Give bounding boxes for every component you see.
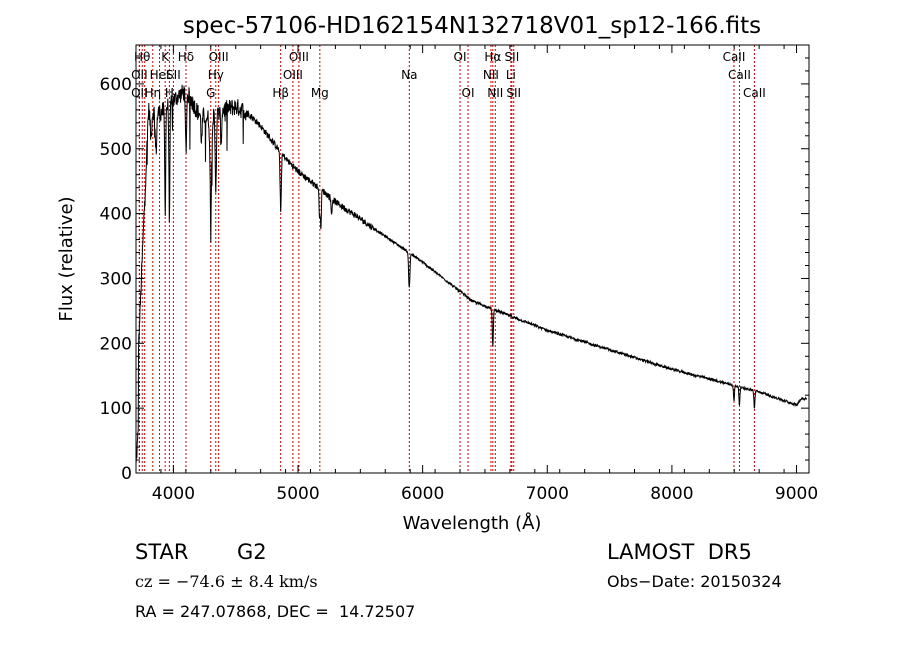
y-tick-label-1: 100 (100, 399, 132, 419)
line-label-22: NII (487, 86, 503, 100)
x-axis: 4000 5000 6000 7000 8000 9000 (135, 45, 818, 504)
plot-frame (135, 44, 810, 474)
x-tick-label-1: 5000 (276, 484, 319, 504)
line-label-13: Hβ (272, 86, 289, 100)
x-tick-label-3: 7000 (526, 484, 569, 504)
line-label-6: K (161, 50, 170, 64)
line-label-28: CaII (743, 86, 766, 100)
y-axis-label: Flux (relative) (56, 196, 77, 321)
line-label-4: Hη (145, 86, 162, 100)
object-subclass: G2 (237, 540, 267, 564)
y-tick-label-6: 600 (100, 75, 132, 95)
line-label-11: Hγ (208, 68, 224, 82)
line-label-10: G (206, 86, 215, 100)
line-label-2: OII (131, 86, 148, 100)
line-label-21: Hα (484, 50, 501, 64)
line-label-8: SII (166, 68, 181, 82)
line-label-14: OIII (283, 68, 303, 82)
y-tick-label-4: 400 (100, 205, 132, 225)
line-label-0: Hθ (134, 50, 150, 64)
line-label-9: Hδ (178, 50, 194, 64)
x-axis-label: Wavelength (Å) (403, 512, 542, 534)
line-label-26: CaII (723, 50, 746, 64)
x-tick-label-5: 9000 (775, 484, 818, 504)
observation-date: Obs−Date: 20150324 (607, 572, 782, 591)
line-label-15: OIII (289, 50, 309, 64)
line-label-1: OII (131, 68, 148, 82)
line-label-16: Mg (311, 86, 329, 100)
line-label-23: Li (506, 68, 516, 82)
object-class: STAR (135, 540, 189, 564)
line-label-18: OI (454, 50, 467, 64)
x-tick-label-4: 8000 (650, 484, 693, 504)
chart-title: spec-57106-HD162154N132718V01_sp12-166.f… (183, 13, 761, 39)
line-label-17: Na (401, 68, 417, 82)
line-label-20: NII (483, 68, 499, 82)
line-label-27: CaII (728, 68, 751, 82)
y-tick-label-0: 0 (121, 464, 132, 484)
spectrum-line (135, 84, 807, 464)
line-label-7: H (165, 86, 174, 100)
spectral-line-markers (138, 45, 755, 473)
line-label-25: SII (506, 86, 521, 100)
y-tick-label-3: 300 (100, 269, 132, 289)
y-axis: 0 100 200 300 400 500 600 (100, 57, 809, 484)
x-tick-label-0: 4000 (152, 484, 195, 504)
y-tick-label-2: 200 (100, 334, 132, 354)
spectral-line-labels: HθOIIOIIHηHeIKHSIIHδGHγOIIIHβOIIIOIIIMgN… (131, 50, 766, 100)
sky-coordinates: RA = 247.07868, DEC = 14.72507 (135, 602, 416, 621)
redshift-velocity: cz = −74.6 ± 8.4 km/s (135, 572, 318, 591)
line-label-5: HeI (150, 68, 170, 82)
survey-release: LAMOST DR5 (607, 540, 752, 564)
line-label-12: OIII (209, 50, 229, 64)
x-tick-label-2: 6000 (401, 484, 444, 504)
line-label-19: OI (462, 86, 475, 100)
line-label-24: SII (505, 50, 520, 64)
y-tick-label-5: 500 (100, 140, 132, 160)
